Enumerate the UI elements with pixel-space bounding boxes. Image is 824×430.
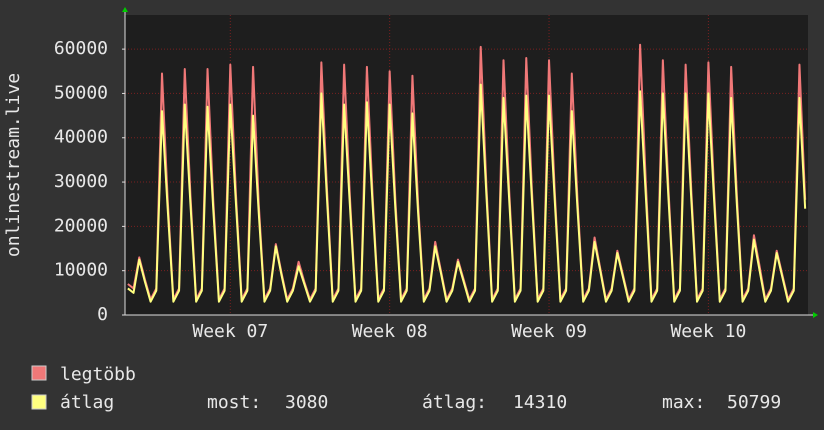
legend-label: legtöbb <box>60 364 136 385</box>
y-tick-label: 0 <box>97 304 108 325</box>
stat-label: most: <box>207 392 261 413</box>
y-tick-label: 60000 <box>54 38 108 59</box>
x-arrow <box>813 312 818 318</box>
series-line <box>127 83 807 303</box>
x-tick-label: Week 07 <box>192 321 268 342</box>
x-tick-label: Week 10 <box>670 321 746 342</box>
stat-value: 14310 <box>513 392 567 413</box>
y-axis-title: onlinestream.live <box>3 73 24 257</box>
labels: 0 10000 20000 30000 40000 50000 60000 Week 07 We… <box>54 38 747 342</box>
legend-swatch <box>31 365 47 381</box>
y-tick-label: 20000 <box>54 215 108 236</box>
y-tick-label: 30000 <box>54 171 108 192</box>
y-tick-label: 40000 <box>54 127 108 148</box>
legend-label: átlag <box>60 392 114 413</box>
stat-label: max: <box>662 392 705 413</box>
stat-value: 3080 <box>285 392 328 413</box>
stat-value: 50799 <box>727 392 781 413</box>
y-arrow <box>122 7 128 12</box>
x-tick-label: Week 09 <box>511 321 587 342</box>
y-tick-label: 50000 <box>54 82 108 103</box>
stat-label: átlag: <box>422 392 487 413</box>
y-tick-label: 10000 <box>54 260 108 281</box>
lines <box>127 43 807 303</box>
grid <box>122 15 808 316</box>
legend-swatch <box>31 394 47 410</box>
x-tick-label: Week 08 <box>352 321 428 342</box>
